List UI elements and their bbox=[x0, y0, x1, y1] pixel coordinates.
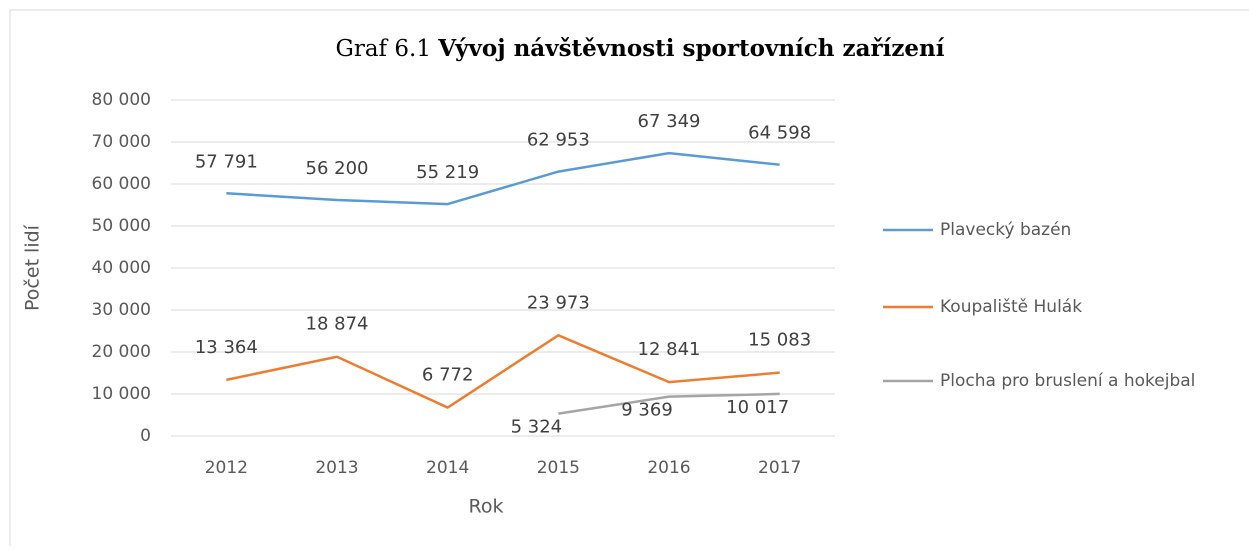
data-label: 56 200 bbox=[306, 158, 369, 179]
series-line bbox=[226, 334, 780, 409]
x-tick-label: 2016 bbox=[647, 458, 690, 478]
data-label: 9 369 bbox=[621, 400, 673, 421]
legend-label: Plavecký bazén bbox=[940, 220, 1071, 240]
chart-title: Graf 6.1 Vývoj návštěvnosti sportovních … bbox=[335, 35, 944, 62]
title-label: Graf 6.1 bbox=[335, 36, 430, 62]
data-label: 10 017 bbox=[726, 397, 789, 418]
series-line bbox=[558, 392, 780, 415]
y-tick-label: 70 000 bbox=[92, 132, 151, 152]
title-text: Vývoj návštěvnosti sportovních zařízení bbox=[437, 35, 944, 62]
data-label: 67 349 bbox=[638, 111, 701, 132]
data-label: 57 791 bbox=[195, 151, 258, 172]
x-axis-title: Rok bbox=[469, 496, 504, 518]
series-line bbox=[226, 151, 780, 206]
data-label: 12 841 bbox=[638, 339, 701, 360]
x-tick-label: 2013 bbox=[315, 458, 358, 478]
data-label: 23 973 bbox=[527, 292, 590, 313]
y-tick-label: 30 000 bbox=[92, 300, 151, 320]
y-tick-label: 40 000 bbox=[92, 258, 151, 278]
data-label: 5 324 bbox=[511, 417, 563, 438]
x-tick-label: 2014 bbox=[426, 458, 469, 478]
x-tick-label: 2015 bbox=[537, 458, 580, 478]
legend-label: Plocha pro bruslení a hokejbal bbox=[940, 371, 1195, 391]
y-axis-title: Počet lidí bbox=[22, 224, 44, 311]
chart-border bbox=[9, 9, 1249, 550]
x-tick-label: 2017 bbox=[758, 458, 801, 478]
y-tick-label: 60 000 bbox=[92, 174, 151, 194]
data-label: 62 953 bbox=[527, 130, 590, 151]
y-tick-label: 80 000 bbox=[92, 90, 151, 110]
y-tick-label: 20 000 bbox=[92, 342, 151, 362]
data-label: 13 364 bbox=[195, 337, 258, 358]
y-tick-label: 0 bbox=[140, 426, 151, 446]
data-label: 18 874 bbox=[306, 314, 369, 335]
y-tick-label: 10 000 bbox=[92, 384, 151, 404]
data-label: 64 598 bbox=[748, 123, 811, 144]
data-label: 6 772 bbox=[422, 365, 474, 386]
data-label: 15 083 bbox=[748, 330, 811, 351]
data-label: 55 219 bbox=[416, 162, 479, 183]
x-tick-label: 2012 bbox=[205, 458, 248, 478]
legend-label: Koupaliště Hulák bbox=[940, 297, 1082, 317]
y-tick-label: 50 000 bbox=[92, 216, 151, 236]
